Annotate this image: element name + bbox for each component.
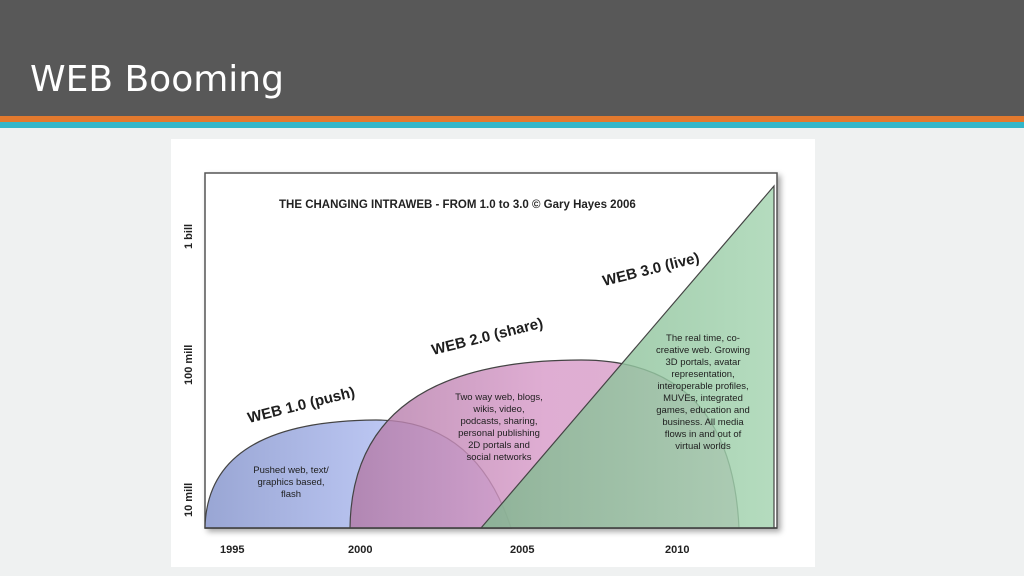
web3-description-line: 3D portals, avatar — [666, 357, 741, 368]
web3-description-line: The real time, co- — [666, 333, 740, 344]
web2-description-line: 2D portals and — [468, 440, 530, 451]
web1-description-line: flash — [281, 489, 301, 500]
web1-description-line: graphics based, — [257, 477, 324, 488]
web2-description-line: social networks — [467, 452, 532, 463]
web3-description-line: interoperable profiles, — [657, 381, 748, 392]
y-axis-label: 100 mill — [183, 345, 195, 385]
x-axis-label: 2010 — [665, 544, 689, 556]
x-axis-label: 1995 — [220, 544, 244, 556]
web3-description-line: games, education and — [656, 405, 749, 416]
web3-description-line: MUVEs, integrated — [663, 393, 743, 404]
x-axis-label: 2000 — [348, 544, 372, 556]
slide-title: WEB Booming — [30, 59, 284, 100]
x-axis-label: 2005 — [510, 544, 534, 556]
web3-description-line: representation, — [671, 369, 734, 380]
web3-description-line: virtual worlds — [675, 441, 731, 452]
web2-description-line: wikis, video, — [472, 404, 524, 415]
web2-description-line: Two way web, blogs, — [455, 392, 543, 403]
web2-description-line: podcasts, sharing, — [460, 416, 537, 427]
intraweb-diagram: THE CHANGING INTRAWEB - FROM 1.0 to 3.0 … — [171, 139, 815, 567]
header-accent-orange — [0, 116, 1024, 122]
web3-description-line: flows in and out of — [665, 429, 742, 440]
web3-description-line: creative web. Growing — [656, 345, 750, 356]
header-accent-teal — [0, 122, 1024, 128]
slide-header: WEB Booming — [0, 0, 1024, 116]
y-axis-label: 10 mill — [183, 483, 195, 517]
diagram-title: THE CHANGING INTRAWEB - FROM 1.0 to 3.0 … — [279, 199, 636, 211]
web1-description-line: Pushed web, text/ — [253, 465, 329, 476]
y-axis-label: 1 bill — [183, 224, 195, 249]
web2-description-line: personal publishing — [458, 428, 540, 439]
web3-description-line: business. All media — [662, 417, 744, 428]
